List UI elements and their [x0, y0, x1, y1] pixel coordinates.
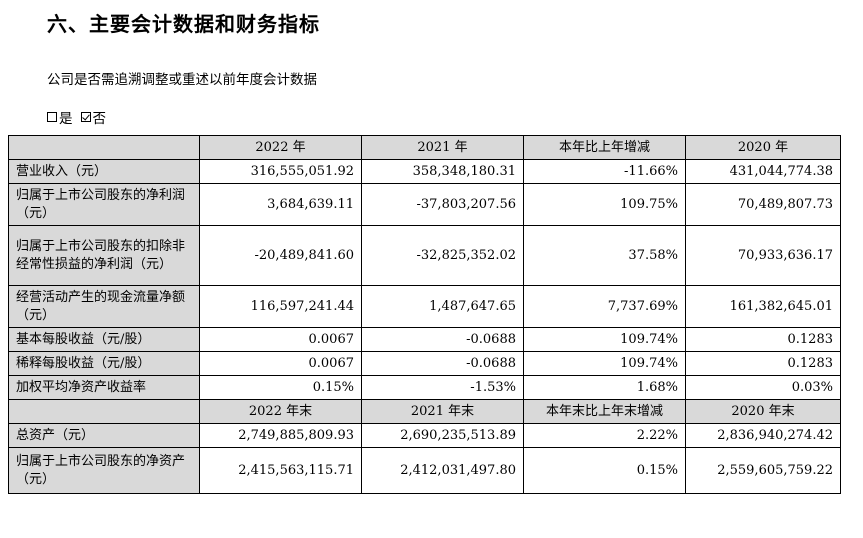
- row-label: 营业收入（元）: [8, 159, 200, 184]
- table-row: 营业收入（元） 316,555,051.92 358,348,180.31 -1…: [8, 159, 841, 184]
- row-label: 归属于上市公司股东的净资产（元）: [8, 447, 200, 494]
- checkbox-checked-icon[interactable]: [80, 112, 91, 122]
- value-cell: 0.1283: [685, 351, 841, 376]
- value-cell: 2,415,563,115.71: [199, 447, 362, 494]
- table-row: 基本每股收益（元/股） 0.0067 -0.0688 109.74% 0.128…: [8, 327, 841, 352]
- header-cell: 2020 年末: [685, 399, 841, 424]
- header-cell: [8, 135, 200, 160]
- value-cell: 109.74%: [523, 351, 686, 376]
- financial-indicators-table: 2022 年 2021 年 本年比上年增减 2020 年 营业收入（元） 316…: [8, 135, 841, 494]
- table-header-row: 2022 年 2021 年 本年比上年增减 2020 年: [8, 135, 841, 160]
- value-cell: 2,836,940,274.42: [685, 423, 841, 448]
- value-cell: -1.53%: [361, 375, 524, 400]
- value-cell: 358,348,180.31: [361, 159, 524, 184]
- value-cell: 0.15%: [523, 447, 686, 494]
- value-cell: 2,559,605,759.22: [685, 447, 841, 494]
- value-cell: -0.0688: [361, 327, 524, 352]
- row-label: 归属于上市公司股东的扣除非经常性损益的净利润（元）: [8, 225, 200, 286]
- value-cell: 0.1283: [685, 327, 841, 352]
- row-label: 加权平均净资产收益率: [8, 375, 200, 400]
- header-cell: 2021 年: [361, 135, 524, 160]
- value-cell: 0.0067: [199, 327, 362, 352]
- value-cell: 0.0067: [199, 351, 362, 376]
- value-cell: -11.66%: [523, 159, 686, 184]
- section-heading: 六、主要会计数据和财务指标: [47, 12, 320, 36]
- table-row: 归属于上市公司股东的扣除非经常性损益的净利润（元） -20,489,841.60…: [8, 225, 841, 286]
- row-label: 归属于上市公司股东的净利润（元）: [8, 183, 200, 226]
- value-cell: 2,690,235,513.89: [361, 423, 524, 448]
- table-row: 经营活动产生的现金流量净额（元） 116,597,241.44 1,487,64…: [8, 285, 841, 328]
- value-cell: 116,597,241.44: [199, 285, 362, 328]
- table-header-row: 2022 年末 2021 年末 本年末比上年末增减 2020 年末: [8, 399, 841, 424]
- table-row: 总资产（元） 2,749,885,809.93 2,690,235,513.89…: [8, 423, 841, 448]
- table-row: 归属于上市公司股东的净资产（元） 2,415,563,115.71 2,412,…: [8, 447, 841, 494]
- header-cell: 本年末比上年末增减: [523, 399, 686, 424]
- value-cell: 37.58%: [523, 225, 686, 286]
- restatement-options: 是 否: [47, 107, 106, 127]
- header-cell: 2020 年: [685, 135, 841, 160]
- row-label: 总资产（元）: [8, 423, 200, 448]
- option-no-label: 否: [92, 111, 107, 127]
- value-cell: 1.68%: [523, 375, 686, 400]
- table-row: 稀释每股收益（元/股） 0.0067 -0.0688 109.74% 0.128…: [8, 351, 841, 376]
- value-cell: -20,489,841.60: [199, 225, 362, 286]
- value-cell: -37,803,207.56: [361, 183, 524, 226]
- row-label: 经营活动产生的现金流量净额（元）: [8, 285, 200, 328]
- value-cell: 109.75%: [523, 183, 686, 226]
- table-row: 归属于上市公司股东的净利润（元） 3,684,639.11 -37,803,20…: [8, 183, 841, 226]
- option-yes-label: 是: [59, 111, 73, 127]
- header-cell: [8, 399, 200, 424]
- restatement-question: 公司是否需追溯调整或重述以前年度会计数据: [47, 72, 317, 88]
- value-cell: 316,555,051.92: [199, 159, 362, 184]
- option-no[interactable]: 否: [80, 107, 107, 127]
- value-cell: 2,749,885,809.93: [199, 423, 362, 448]
- value-cell: 2.22%: [523, 423, 686, 448]
- value-cell: 70,933,636.17: [685, 225, 841, 286]
- table-row: 加权平均净资产收益率 0.15% -1.53% 1.68% 0.03%: [8, 375, 841, 400]
- value-cell: 1,487,647.65: [361, 285, 524, 328]
- value-cell: 3,684,639.11: [199, 183, 362, 226]
- row-label: 稀释每股收益（元/股）: [8, 351, 200, 376]
- value-cell: 431,044,774.38: [685, 159, 841, 184]
- value-cell: 0.15%: [199, 375, 362, 400]
- value-cell: 109.74%: [523, 327, 686, 352]
- header-cell: 2022 年: [199, 135, 362, 160]
- option-yes[interactable]: 是: [47, 107, 73, 127]
- row-label: 基本每股收益（元/股）: [8, 327, 200, 352]
- value-cell: 161,382,645.01: [685, 285, 841, 328]
- header-cell: 2022 年末: [199, 399, 362, 424]
- value-cell: 70,489,807.73: [685, 183, 841, 226]
- value-cell: 2,412,031,497.80: [361, 447, 524, 494]
- value-cell: -0.0688: [361, 351, 524, 376]
- value-cell: -32,825,352.02: [361, 225, 524, 286]
- value-cell: 0.03%: [685, 375, 841, 400]
- header-cell: 本年比上年增减: [523, 135, 686, 160]
- value-cell: 7,737.69%: [523, 285, 686, 328]
- checkbox-unchecked-icon[interactable]: [47, 112, 57, 122]
- header-cell: 2021 年末: [361, 399, 524, 424]
